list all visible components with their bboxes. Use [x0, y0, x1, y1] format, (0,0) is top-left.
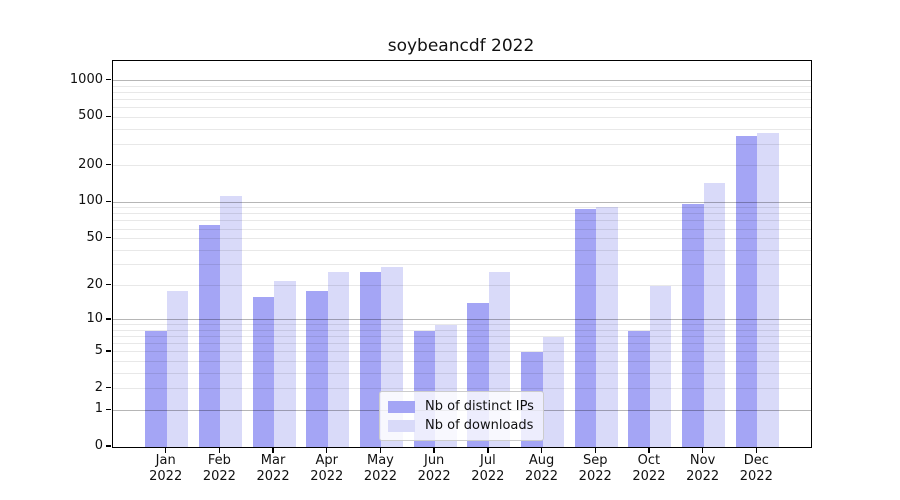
- x-tick-month: Dec: [743, 453, 769, 468]
- x-tick-label: May 2022: [348, 453, 412, 485]
- bar-downloads: [220, 196, 242, 447]
- y-tick-mark: [106, 318, 111, 320]
- x-tick-year: 2022: [471, 469, 505, 484]
- x-tick-year: 2022: [632, 469, 666, 484]
- x-tick-mark: [433, 447, 435, 453]
- y-tick-label: 50: [86, 229, 103, 245]
- x-tick-mark: [594, 447, 596, 453]
- x-tick-mark: [648, 447, 650, 453]
- y-tick-mark: [106, 408, 111, 410]
- x-tick-year: 2022: [256, 469, 290, 484]
- x-tick-label: Apr 2022: [295, 453, 359, 485]
- legend-label-distinct-ips: Nb of distinct IPs: [425, 399, 534, 414]
- x-tick-month: Nov: [689, 453, 716, 468]
- legend-swatch-distinct-ips: [388, 400, 415, 413]
- y-tick-label: 1000: [69, 71, 103, 87]
- x-tick-year: 2022: [578, 469, 612, 484]
- x-tick-month: Oct: [637, 453, 661, 468]
- y-tick-label: 500: [78, 108, 103, 124]
- x-tick-label: Mar 2022: [241, 453, 305, 485]
- x-tick-year: 2022: [686, 469, 720, 484]
- y-tick-mark: [106, 200, 111, 202]
- x-tick-year: 2022: [202, 469, 236, 484]
- legend-label-downloads: Nb of downloads: [425, 418, 534, 433]
- plot-area: Nb of distinct IPs Nb of downloads: [112, 60, 812, 448]
- x-tick-year: 2022: [739, 469, 773, 484]
- x-tick-mark: [326, 447, 328, 453]
- x-tick-month: Feb: [207, 453, 231, 468]
- y-tick-mark: [106, 387, 111, 389]
- y-tick-mark: [106, 445, 111, 447]
- bar-downloads: [649, 285, 672, 447]
- y-tick-label: 10: [86, 310, 103, 326]
- bar-downloads: [274, 280, 296, 447]
- x-tick-label: Feb 2022: [187, 453, 251, 485]
- x-tick-month: Aug: [528, 453, 555, 468]
- x-tick-year: 2022: [363, 469, 397, 484]
- bar-distinct-ips: [735, 136, 758, 447]
- bar-downloads: [596, 206, 618, 447]
- x-tick-mark: [540, 447, 543, 453]
- y-tick-label: 100: [78, 193, 103, 209]
- x-tick-mark: [164, 447, 167, 453]
- x-tick-label: Aug 2022: [510, 453, 574, 485]
- y-tick-mark: [106, 164, 111, 166]
- chart-title: soybeancdf 2022: [387, 36, 535, 56]
- y-tick-label: 20: [86, 276, 103, 292]
- x-tick-month: Sep: [582, 453, 608, 468]
- x-tick-mark: [755, 447, 757, 453]
- y-tick-mark: [106, 236, 111, 239]
- x-tick-mark: [701, 447, 704, 453]
- y-tick-label: 2: [94, 379, 103, 395]
- bar-distinct-ips: [252, 296, 275, 447]
- x-tick-label: Jul 2022: [456, 453, 520, 485]
- bar-downloads: [703, 182, 726, 447]
- y-tick-mark: [106, 115, 111, 118]
- bar-distinct-ips: [628, 330, 650, 447]
- x-tick-mark: [272, 447, 274, 453]
- x-tick-year: 2022: [417, 469, 451, 484]
- y-tick-label: 1: [94, 401, 103, 417]
- x-tick-mark: [487, 447, 489, 453]
- y-tick-label: 0: [94, 438, 103, 453]
- x-tick-label: Jan 2022: [134, 453, 198, 485]
- x-tick-month: Jan: [155, 453, 176, 468]
- x-tick-label: Sep 2022: [563, 453, 627, 485]
- x-tick-label: Oct 2022: [617, 453, 681, 485]
- x-tick-year: 2022: [524, 469, 559, 484]
- x-tick-label: Dec 2022: [724, 453, 788, 485]
- bar-distinct-ips: [145, 330, 167, 447]
- bar-downloads: [327, 272, 350, 447]
- y-tick-label: 5: [94, 342, 103, 358]
- x-tick-month: Apr: [315, 453, 339, 468]
- x-tick-mark: [218, 447, 221, 453]
- x-tick-month: Mar: [260, 453, 286, 468]
- bar-downloads: [757, 133, 779, 447]
- bar-distinct-ips: [682, 203, 704, 447]
- bar-distinct-ips: [306, 290, 328, 447]
- x-tick-mark: [379, 447, 382, 453]
- x-tick-month: May: [367, 453, 394, 468]
- legend: Nb of distinct IPs Nb of downloads: [379, 391, 544, 441]
- x-tick-label: Nov 2022: [671, 453, 735, 485]
- x-tick-year: 2022: [149, 469, 183, 484]
- bar-distinct-ips: [198, 224, 221, 447]
- bar-downloads: [166, 290, 189, 447]
- bar-distinct-ips: [574, 209, 597, 447]
- y-tick-mark: [106, 78, 111, 81]
- legend-item-downloads: Nb of downloads: [388, 416, 534, 435]
- y-tick-label: 200: [78, 156, 103, 172]
- bar-distinct-ips: [359, 272, 382, 447]
- bars-layer: [113, 61, 811, 447]
- x-tick-label: Jun 2022: [402, 453, 466, 485]
- y-tick-mark: [106, 350, 111, 352]
- bar-downloads: [542, 336, 565, 447]
- x-tick-month: Jun: [423, 453, 445, 468]
- x-tick-month: Jul: [480, 453, 496, 468]
- legend-item-distinct-ips: Nb of distinct IPs: [388, 397, 534, 416]
- y-tick-mark: [106, 283, 111, 286]
- x-tick-year: 2022: [310, 469, 344, 484]
- legend-swatch-downloads: [388, 419, 415, 432]
